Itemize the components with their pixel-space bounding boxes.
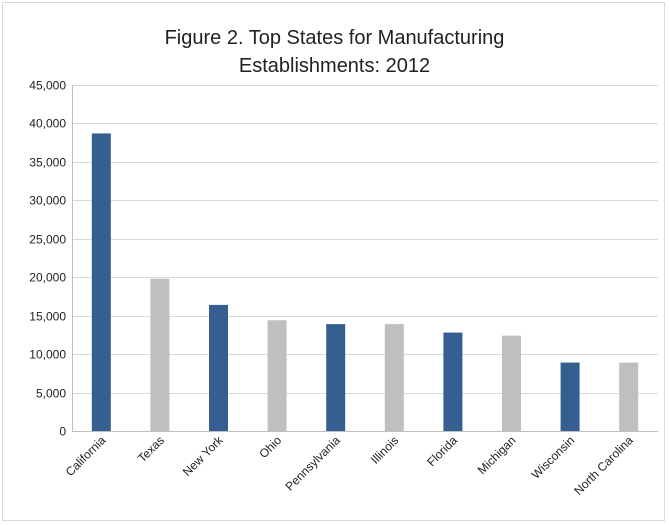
y-tick-label: 10,000: [29, 348, 66, 362]
y-tick-label: 30,000: [29, 194, 66, 208]
x-tick-label: Michigan: [475, 433, 519, 477]
bar-new-york: [209, 304, 228, 431]
y-tick-label: 25,000: [29, 233, 66, 247]
bar-wisconsin: [560, 362, 580, 431]
axes: [72, 85, 658, 432]
y-tick-label: 0: [59, 425, 66, 439]
bar-illinois: [384, 324, 404, 431]
y-tick-label: 45,000: [29, 79, 66, 93]
bar-pennsylvania: [326, 324, 346, 431]
y-tick-labels: 0 5,000 10,000 15,000 20,000 25,000 30,000 35,0…: [29, 79, 66, 439]
bar-michigan: [502, 335, 521, 431]
chart-title-line-2: Establishments: 2012: [238, 55, 431, 77]
y-tick-label: 5,000: [36, 387, 66, 401]
chart-frame: [2, 2, 665, 521]
bar-north-carolina: [619, 362, 639, 431]
x-tick-label: Texas: [135, 433, 167, 465]
bar-california: [91, 133, 111, 431]
x-tick-label: Illinois: [368, 433, 401, 466]
x-tick-label: Pennsylvania: [282, 433, 343, 494]
gridlines: [72, 85, 658, 394]
y-tick-label: 40,000: [29, 117, 66, 131]
y-tick-label: 35,000: [29, 156, 66, 170]
y-tick-label: 20,000: [29, 271, 66, 285]
chart-title-line-1: Figure 2. Top States for Manufacturing: [164, 27, 505, 49]
bar-florida: [443, 332, 463, 431]
bar-ohio: [267, 320, 287, 431]
chart-title: Figure 2. Top States for Manufacturing E…: [0, 24, 669, 80]
x-tick-label: Florida: [424, 433, 460, 469]
x-tick-label: California: [63, 433, 109, 479]
x-tick-label: North Carolina: [571, 433, 636, 498]
bars: [91, 133, 639, 431]
x-tick-label: New York: [180, 433, 226, 479]
x-tick-label: Ohio: [256, 433, 284, 461]
y-tick-label: 15,000: [29, 310, 66, 324]
bar-texas: [150, 278, 170, 431]
x-tick-label: Wisconsin: [529, 433, 578, 482]
